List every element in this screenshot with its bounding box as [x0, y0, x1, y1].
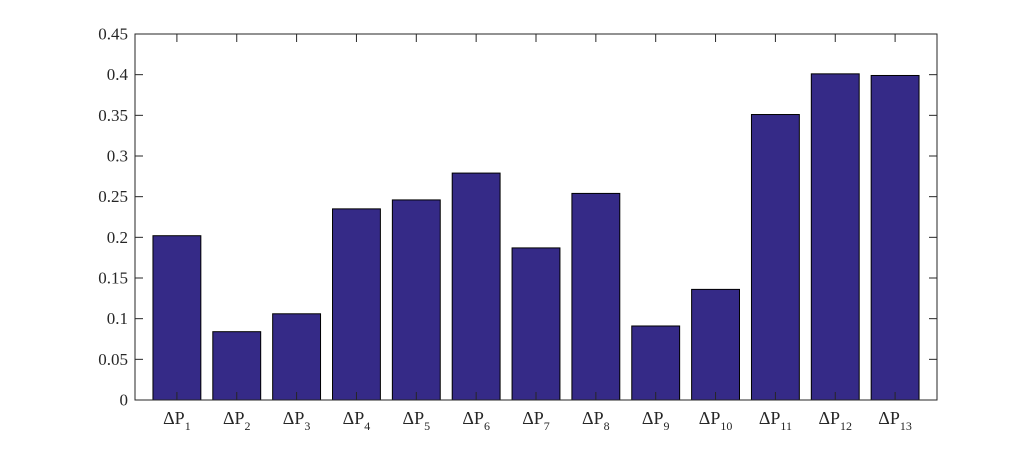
x-tick-label-base: ΔP	[223, 408, 245, 428]
x-tick-label-base: ΔP	[283, 408, 305, 428]
bar-ΔP2	[212, 331, 262, 401]
x-tick-label-base: ΔP	[403, 408, 425, 428]
x-tick-label: ΔP5	[403, 408, 431, 433]
x-tick-label: ΔP2	[223, 408, 251, 433]
x-tick-label-base: ΔP	[343, 408, 365, 428]
bars-layer	[152, 73, 920, 401]
y-tick-label: 0.45	[98, 25, 128, 44]
x-tick-label: ΔP6	[462, 408, 490, 433]
x-tick-label-subscript: 10	[720, 419, 732, 433]
x-tick-label-base: ΔP	[462, 408, 484, 428]
bar-ΔP12	[810, 73, 860, 401]
y-tick-label: 0	[120, 391, 129, 410]
y-tick-label: 0.4	[107, 65, 129, 84]
x-tick-label: ΔP4	[343, 408, 371, 433]
bar-ΔP9	[631, 325, 681, 401]
x-tick-label-subscript: 5	[424, 419, 430, 433]
y-tick-label: 0.25	[98, 187, 128, 206]
y-tick-label: 0.1	[107, 309, 128, 328]
y-tick-label: 0.15	[98, 269, 128, 288]
x-tick-label-base: ΔP	[699, 408, 721, 428]
x-tick-label-subscript: 13	[900, 419, 912, 433]
x-tick-label-base: ΔP	[582, 408, 604, 428]
x-tick-label: ΔP11	[759, 408, 792, 433]
x-tick-label-subscript: 11	[780, 419, 792, 433]
x-tick-label-base: ΔP	[818, 408, 840, 428]
x-tick-label-subscript: 8	[604, 419, 610, 433]
x-tick-label-subscript: 12	[840, 419, 852, 433]
bar-ΔP1	[152, 235, 202, 401]
x-tick-label-base: ΔP	[759, 408, 781, 428]
x-tick-label: ΔP3	[283, 408, 311, 433]
bar-ΔP4	[332, 208, 381, 401]
y-tick-label: 0.35	[98, 106, 128, 125]
x-tick-label: ΔP9	[642, 408, 670, 433]
x-tick-label: ΔP10	[699, 408, 733, 433]
bar-ΔP3	[272, 313, 322, 401]
y-tick-label: 0.2	[107, 228, 128, 247]
x-tick-label-subscript: 2	[245, 419, 251, 433]
bar-ΔP11	[750, 114, 800, 401]
x-axis: ΔP1 ΔP2 ΔP3 ΔP4 ΔP5 ΔP6 ΔP7 ΔP8 ΔP9 ΔP10 ΔP11 ΔP12 Δ…	[163, 34, 912, 433]
x-tick-label-subscript: 7	[544, 419, 550, 433]
bar-ΔP13	[870, 74, 920, 401]
bar-ΔP5	[391, 199, 441, 401]
bar-ΔP6	[451, 172, 501, 401]
x-tick-label-subscript: 4	[364, 419, 370, 433]
x-tick-label-base: ΔP	[878, 408, 900, 428]
bar-ΔP7	[511, 247, 561, 401]
x-tick-label: ΔP12	[818, 408, 852, 433]
bar-ΔP10	[691, 288, 740, 401]
bar-ΔP8	[571, 192, 621, 401]
x-tick-label: ΔP13	[878, 408, 912, 433]
x-tick-label: ΔP1	[163, 408, 191, 433]
y-tick-label: 0.3	[107, 147, 128, 166]
x-tick-label: ΔP7	[522, 408, 550, 433]
x-tick-label-subscript: 1	[185, 419, 191, 433]
y-axis: 0 0.05 0.1 0.15 0.2 0.25 0.3 0.35 0.4 0.45	[98, 25, 937, 410]
y-tick-label: 0.05	[98, 350, 128, 369]
x-tick-label-subscript: 9	[663, 419, 669, 433]
x-tick-label-base: ΔP	[522, 408, 544, 428]
x-tick-label-base: ΔP	[642, 408, 664, 428]
x-tick-label-subscript: 3	[304, 419, 310, 433]
x-tick-label: ΔP8	[582, 408, 610, 433]
x-tick-label-base: ΔP	[163, 408, 185, 428]
x-tick-label-subscript: 6	[484, 419, 490, 433]
